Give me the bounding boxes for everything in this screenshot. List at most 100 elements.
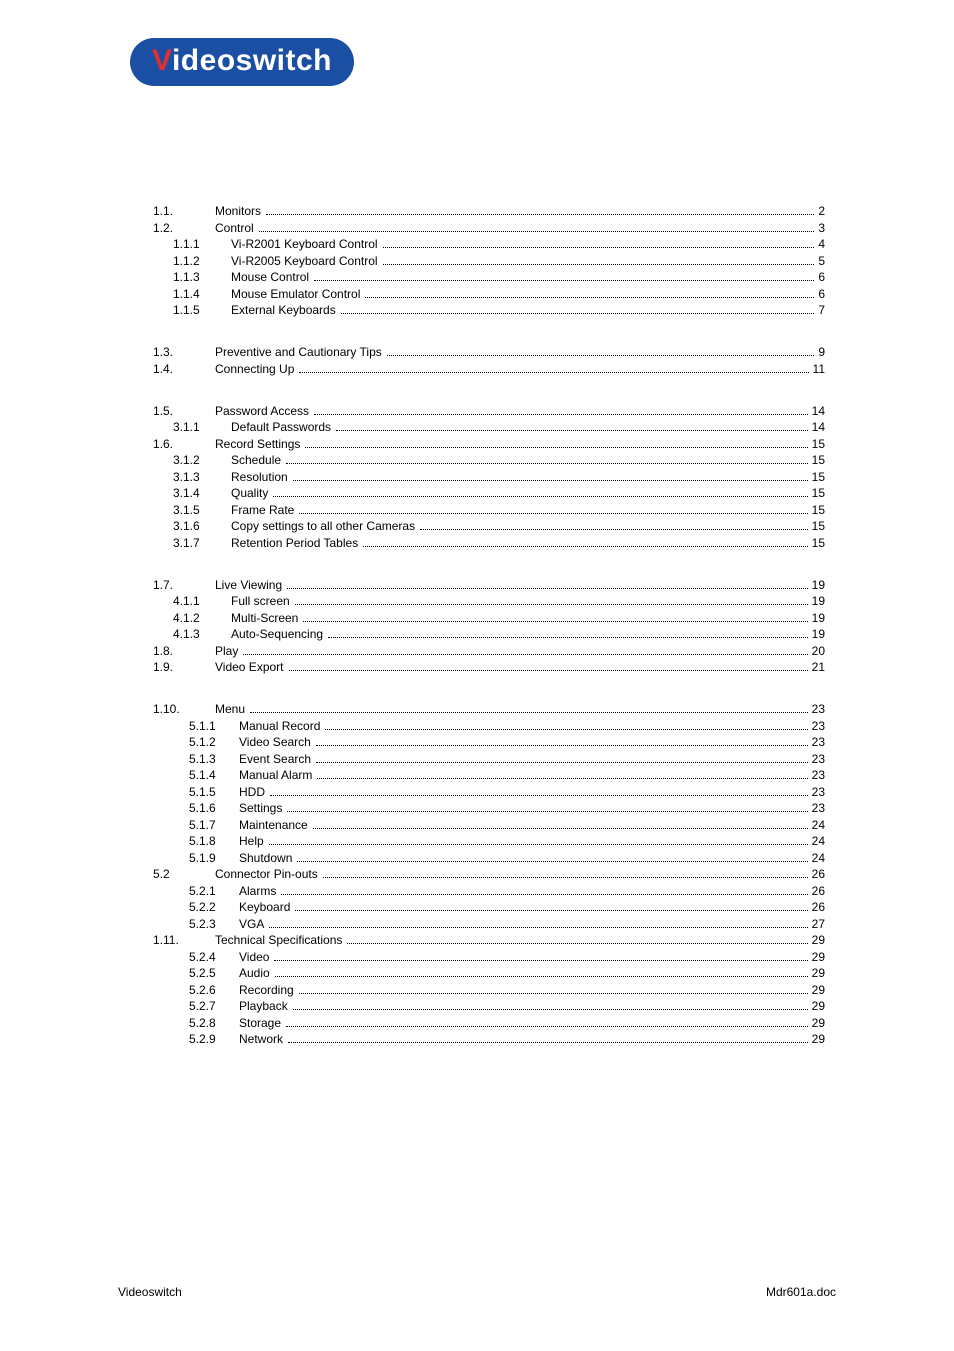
toc-title: Manual Alarm (239, 769, 315, 781)
toc-row: 1.5.Password Access 14 (153, 405, 825, 417)
toc-page: 23 (810, 703, 825, 715)
toc-title: Record Settings (215, 438, 303, 450)
toc-page: 29 (810, 1000, 825, 1012)
toc-row: 5.1.5HDD23 (153, 786, 825, 798)
toc-leader-dots (305, 438, 807, 447)
toc-row: 4.1.3Auto-Sequencing19 (153, 628, 825, 640)
toc-number: 1.1. (153, 205, 215, 217)
toc-page: 9 (816, 346, 825, 358)
toc-page: 26 (810, 901, 825, 913)
toc-page: 19 (810, 595, 825, 607)
toc-number: 1.2. (153, 222, 215, 234)
toc-number: 1.5. (153, 405, 215, 417)
toc-leader-dots (341, 305, 815, 314)
toc-leader-dots (295, 902, 807, 911)
toc-row: 1.1.Monitors 2 (153, 205, 825, 217)
toc-number: 3.1.3 (173, 471, 231, 483)
toc-number: 4.1.1 (173, 595, 231, 607)
logo: Videoswitch (130, 38, 354, 86)
toc-row: 5.1.1Manual Record23 (153, 720, 825, 732)
toc-title: Video Search (239, 736, 314, 748)
toc-number: 5.2.3 (189, 918, 239, 930)
toc-row: 1.1.3Mouse Control6 (153, 271, 825, 283)
toc-number: 3.1.5 (173, 504, 231, 516)
toc-number: 4.1.2 (173, 612, 231, 624)
toc-title: Playback (239, 1000, 291, 1012)
toc-title: Keyboard (239, 901, 293, 913)
toc-leader-dots (270, 786, 808, 795)
toc-leader-dots (383, 239, 815, 248)
toc-page: 5 (816, 255, 825, 267)
toc-title: Monitors (215, 205, 264, 217)
toc-row: 1.1.2Vi-R2005 Keyboard Control5 (153, 255, 825, 267)
toc-number: 1.4. (153, 363, 215, 375)
toc-page: 15 (810, 471, 825, 483)
toc-number: 1.10. (153, 703, 215, 715)
toc-row: 5.2.7Playback29 (153, 1000, 825, 1012)
toc-leader-dots (316, 753, 808, 762)
toc-page: 15 (810, 487, 825, 499)
table-of-contents: 1.1.Monitors21.2.Control31.1.1Vi-R2001 K… (153, 205, 825, 1075)
toc-page: 15 (810, 520, 825, 532)
toc-leader-dots (259, 222, 815, 231)
toc-title: External Keyboards (231, 304, 339, 316)
toc-number: 5.2.8 (189, 1017, 239, 1029)
toc-title: Copy settings to all other Cameras (231, 520, 418, 532)
toc-page: 2 (816, 205, 825, 217)
toc-row: 5.2.2Keyboard26 (153, 901, 825, 913)
toc-title: Help (239, 835, 267, 847)
toc-page: 29 (810, 1017, 825, 1029)
toc-leader-dots (299, 504, 807, 513)
logo-first-char: V (152, 44, 172, 77)
toc-number: 5.1.2 (189, 736, 239, 748)
toc-number: 5.1.4 (189, 769, 239, 781)
toc-page: 27 (810, 918, 825, 930)
toc-page: 15 (810, 438, 825, 450)
toc-page: 15 (810, 454, 825, 466)
toc-number: 3.1.7 (173, 537, 231, 549)
toc-number: 3.1.2 (173, 454, 231, 466)
toc-number: 1.6. (153, 438, 215, 450)
toc-row: 3.1.7Retention Period Tables15 (153, 537, 825, 549)
toc-number: 5.2.4 (189, 951, 239, 963)
toc-page: 29 (810, 951, 825, 963)
logo-text: Videoswitch (152, 44, 332, 77)
toc-group: 1.10.Menu235.1.1Manual Record235.1.2Vide… (153, 703, 825, 1045)
toc-leader-dots (293, 1001, 808, 1010)
toc-row: 3.1.3Resolution15 (153, 471, 825, 483)
toc-title: Password Access (215, 405, 312, 417)
toc-leader-dots (303, 612, 807, 621)
toc-leader-dots (314, 272, 814, 281)
toc-number: 1.1.4 (173, 288, 231, 300)
toc-page: 14 (810, 405, 825, 417)
toc-row: 5.1.3Event Search23 (153, 753, 825, 765)
toc-leader-dots (287, 579, 807, 588)
toc-row: 5.2.5Audio29 (153, 967, 825, 979)
toc-number: 3.1.1 (173, 421, 231, 433)
toc-page: 23 (810, 769, 825, 781)
toc-leader-dots (317, 770, 807, 779)
toc-leader-dots (325, 720, 807, 729)
toc-leader-dots (288, 1034, 808, 1043)
toc-title: Vi-R2001 Keyboard Control (231, 238, 381, 250)
toc-page: 24 (810, 819, 825, 831)
toc-row: 1.9.Video Export21 (153, 661, 825, 673)
toc-leader-dots (297, 852, 807, 861)
toc-title: Control (215, 222, 257, 234)
toc-number: 4.1.3 (173, 628, 231, 640)
toc-leader-dots (323, 869, 808, 878)
toc-title: Recording (239, 984, 297, 996)
toc-row: 3.1.4Quality15 (153, 487, 825, 499)
toc-leader-dots (420, 521, 808, 530)
toc-number: 5.1.7 (189, 819, 239, 831)
toc-title: HDD (239, 786, 268, 798)
toc-title: Storage (239, 1017, 284, 1029)
toc-row: 4.1.2Multi-Screen19 (153, 612, 825, 624)
toc-title: Technical Specifications (215, 934, 345, 946)
toc-row: 5.2.3VGA27 (153, 918, 825, 930)
toc-row: 5.2.8Storage 29 (153, 1017, 825, 1029)
toc-page: 29 (810, 934, 825, 946)
toc-title: Auto-Sequencing (231, 628, 326, 640)
toc-row: 5.2.4Video29 (153, 951, 825, 963)
toc-title: Alarms (239, 885, 279, 897)
